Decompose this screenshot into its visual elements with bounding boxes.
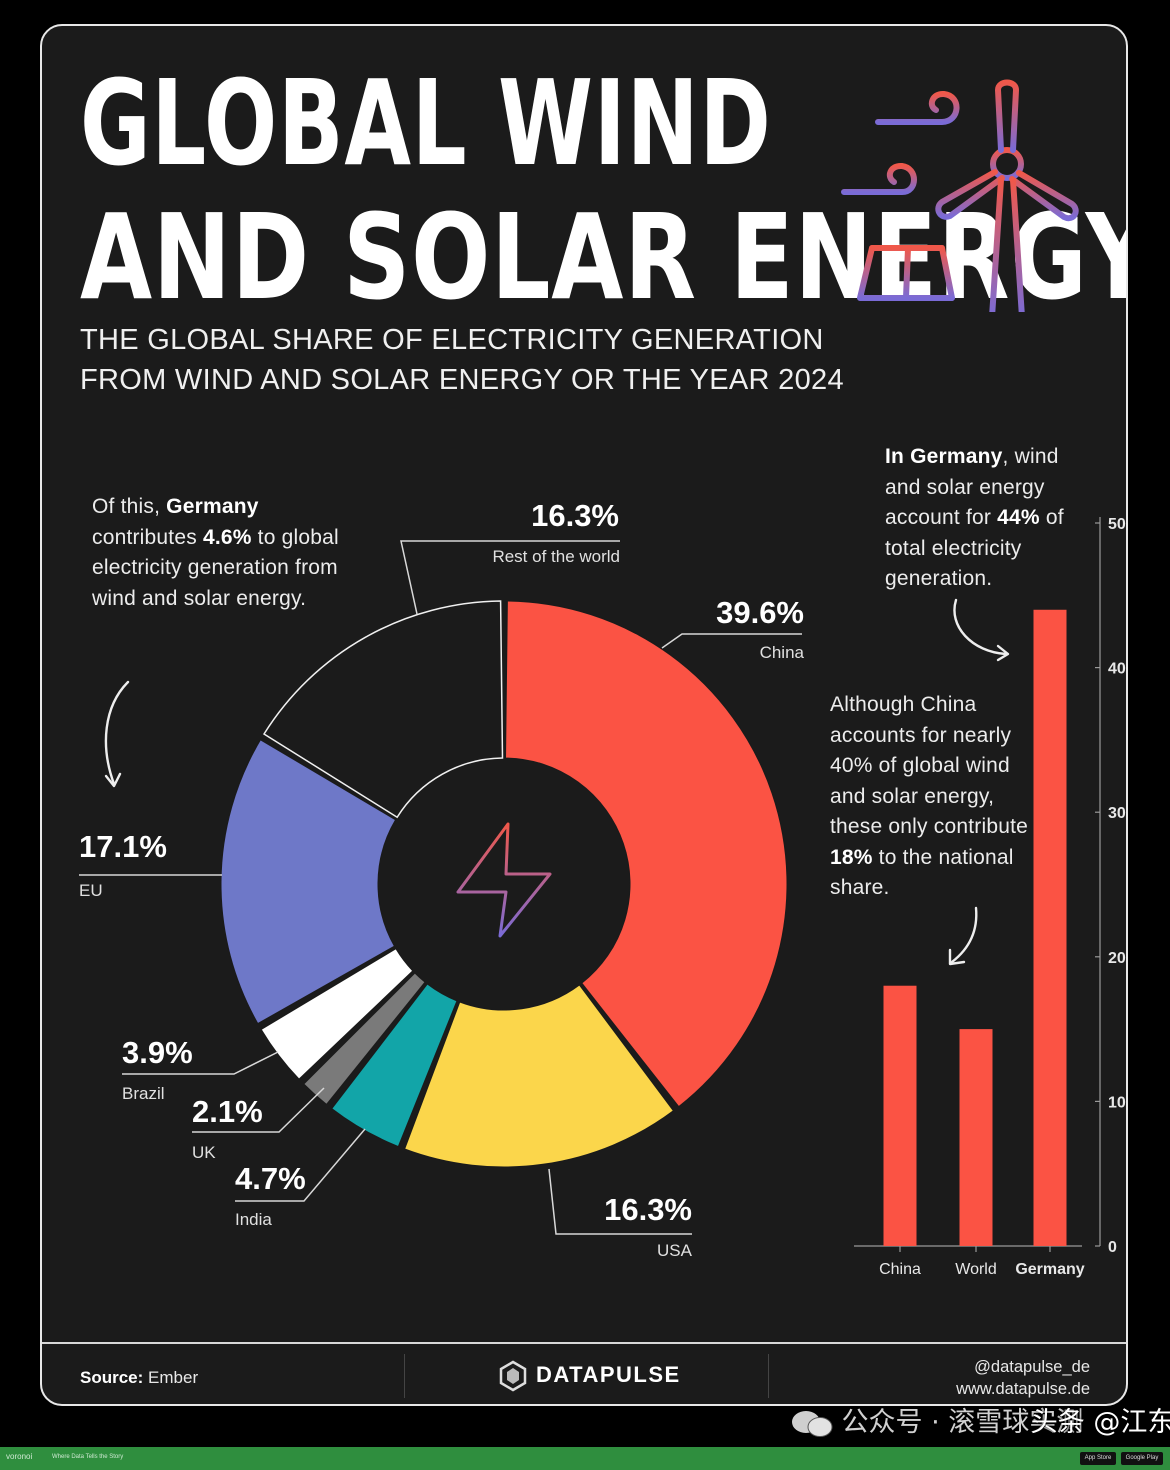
google-play-button[interactable]: Google Play bbox=[1121, 1452, 1163, 1465]
source-note: Source: Ember bbox=[80, 1368, 199, 1387]
infographic-card: GLOBAL WIND AND SOLAR ENERGY THE GLOBAL … bbox=[40, 24, 1128, 1406]
leader-line-usa bbox=[548, 1168, 692, 1235]
bottom-bar: voronoi Where Data Tells the Story App S… bbox=[0, 1447, 1170, 1470]
app-store-button[interactable]: App Store bbox=[1080, 1452, 1116, 1465]
bar-chart: 0 10 20 30 40 50 China World Germany bbox=[854, 516, 1126, 1278]
arrow-icon bbox=[948, 906, 978, 966]
label-china-value: 39.6% bbox=[716, 595, 804, 630]
donut-slice-india bbox=[331, 983, 458, 1148]
label-rest-name: Rest of the world bbox=[492, 547, 620, 566]
label-uk-name: UK bbox=[192, 1143, 216, 1162]
wechat-icon bbox=[792, 1410, 833, 1437]
bar-y-tick-label: 20 bbox=[1108, 950, 1126, 967]
datapulse-logo-icon bbox=[499, 1360, 527, 1392]
bar-y-tick-label: 0 bbox=[1108, 1239, 1117, 1256]
watermark: 公众号 · 滚雪球实测 头条 @江东小生 bbox=[790, 1400, 1170, 1439]
bar-x-tick-label: World bbox=[955, 1261, 997, 1278]
social-handle[interactable]: @datapulse_de bbox=[974, 1358, 1090, 1376]
donut-slice-brazil bbox=[260, 948, 414, 1080]
bar-y-tick-label: 50 bbox=[1108, 516, 1126, 533]
label-eu-name: EU bbox=[79, 881, 103, 900]
label-eu-value: 17.1% bbox=[79, 829, 167, 864]
donut-chart bbox=[79, 540, 802, 1235]
donut-slice-uk bbox=[303, 972, 426, 1106]
website-link[interactable]: www.datapulse.de bbox=[956, 1380, 1090, 1398]
leader-line-rest bbox=[400, 540, 620, 615]
bottom-brand: voronoi bbox=[6, 1452, 33, 1461]
bar-x-tick-label: Germany bbox=[1015, 1261, 1084, 1278]
bar-y-tick-label: 40 bbox=[1108, 661, 1126, 678]
label-brazil-name: Brazil bbox=[122, 1084, 165, 1103]
bar-world bbox=[959, 1029, 993, 1246]
leader-line-china bbox=[661, 633, 802, 649]
label-china-name: China bbox=[759, 643, 804, 662]
subtitle-line-2: FROM WIND AND SOLAR ENERGY OR THE YEAR 2… bbox=[80, 364, 844, 396]
leader-line-uk bbox=[192, 1087, 325, 1133]
leader-line-brazil bbox=[122, 1051, 279, 1075]
label-uk-value: 2.1% bbox=[192, 1094, 263, 1129]
note-germany-global: Of this, Germany contributes 4.6% to glo… bbox=[92, 495, 339, 610]
label-usa-name: USA bbox=[657, 1241, 692, 1260]
bar-y-tick-label: 10 bbox=[1108, 1094, 1126, 1111]
bar-x-tick-label: China bbox=[879, 1261, 921, 1278]
footer-separator bbox=[768, 1354, 769, 1398]
watermark-toutiao: 头条 @江东小生 bbox=[1030, 1407, 1170, 1438]
note-germany-national: In Germany, wind and solar energy accoun… bbox=[885, 445, 1064, 590]
leader-line-india bbox=[235, 1128, 366, 1202]
bar-germany bbox=[1033, 609, 1067, 1246]
wind-solar-icon bbox=[841, 79, 1079, 312]
donut-slice-usa bbox=[404, 984, 675, 1168]
watermark-wechat: 公众号 · 滚雪球实测 bbox=[841, 1407, 1084, 1438]
title-line-1: GLOBAL WIND bbox=[80, 54, 772, 192]
bar-y-tick-label: 30 bbox=[1108, 805, 1126, 822]
bar-china bbox=[883, 985, 917, 1246]
label-usa-value: 16.3% bbox=[604, 1192, 692, 1227]
arrow-icon bbox=[953, 598, 1010, 662]
brand-name: DATAPULSE bbox=[536, 1362, 681, 1387]
donut-slice-china bbox=[505, 600, 788, 1108]
lightning-bolt-icon bbox=[456, 822, 552, 938]
note-china: Although China accounts for nearly 40% o… bbox=[830, 693, 1028, 899]
label-india-value: 4.7% bbox=[235, 1161, 306, 1196]
donut-slice-rest-of-the-world bbox=[262, 600, 504, 819]
social-links: @datapulse_de www.datapulse.de bbox=[956, 1356, 1090, 1400]
label-brazil-value: 3.9% bbox=[122, 1035, 193, 1070]
label-india-name: India bbox=[235, 1210, 272, 1229]
subtitle-line-1: THE GLOBAL SHARE OF ELECTRICITY GENERATI… bbox=[80, 324, 824, 356]
footer-separator bbox=[404, 1354, 405, 1398]
footer-divider bbox=[42, 1342, 1126, 1344]
bottom-tagline: Where Data Tells the Story bbox=[52, 1454, 124, 1460]
donut-slice-eu bbox=[220, 739, 397, 1025]
label-rest-value: 16.3% bbox=[531, 498, 619, 533]
arrow-icon bbox=[104, 680, 130, 788]
